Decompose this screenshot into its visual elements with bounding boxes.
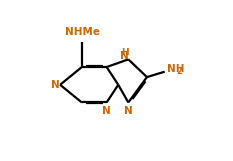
Text: 2: 2 [176, 66, 182, 76]
Text: N: N [51, 80, 60, 90]
Text: H: H [121, 48, 129, 57]
Text: NHMe: NHMe [65, 28, 100, 38]
Text: N: N [120, 51, 129, 61]
Text: N: N [102, 106, 111, 116]
Text: NH: NH [167, 64, 184, 74]
Text: N: N [124, 106, 133, 116]
